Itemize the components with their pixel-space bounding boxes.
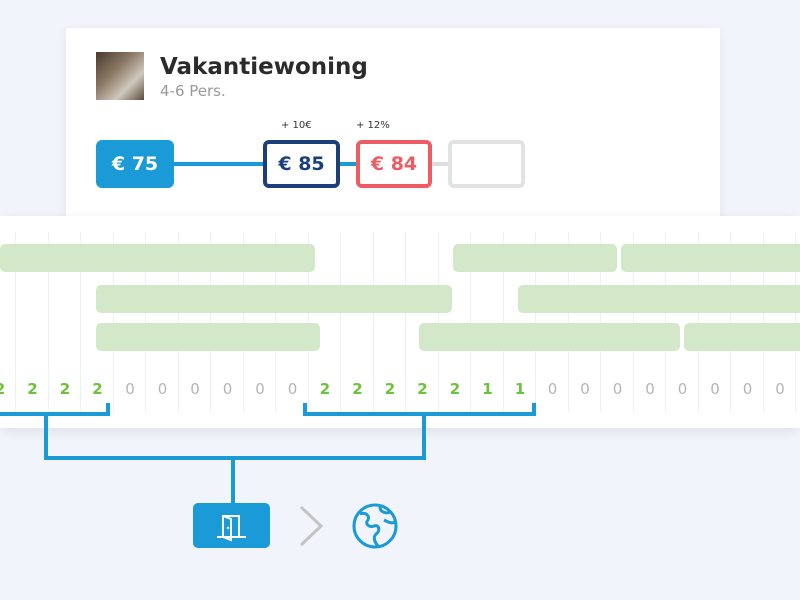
day-column-divider — [535, 232, 536, 412]
modifier-fixed: + 10€ — [281, 120, 312, 131]
day-column-divider — [275, 232, 276, 412]
range-bracket — [0, 412, 110, 416]
day-column-divider — [80, 232, 81, 412]
price-step-percent[interactable]: € 84 — [356, 140, 432, 188]
availability-count: 1 — [514, 380, 526, 398]
availability-count: 0 — [710, 380, 720, 398]
connector — [336, 162, 361, 166]
connector — [426, 162, 451, 166]
range-bracket — [106, 403, 110, 415]
availability-count: 2 — [384, 380, 396, 398]
day-column-divider — [632, 232, 634, 412]
base-price[interactable]: € 75 — [96, 140, 174, 188]
day-column-divider — [730, 232, 731, 412]
connector — [166, 162, 266, 166]
booking-bar[interactable] — [96, 285, 452, 313]
listing-capacity: 4-6 Pers. — [160, 82, 226, 100]
price-step-empty[interactable] — [448, 140, 525, 188]
availability-count: 0 — [742, 380, 753, 398]
availability-count: 2 — [92, 380, 103, 398]
connector — [44, 414, 48, 460]
availability-count: 2 — [59, 380, 71, 398]
day-column-divider — [242, 232, 244, 412]
door-button[interactable] — [193, 503, 270, 548]
availability-count: 0 — [775, 380, 785, 398]
day-column-divider — [600, 232, 601, 412]
day-column-divider — [145, 232, 146, 412]
day-column-divider — [795, 232, 796, 412]
globe-icon[interactable] — [350, 502, 400, 550]
day-column-divider — [762, 232, 764, 412]
connector — [231, 456, 235, 504]
range-bracket — [303, 412, 536, 416]
booking-bar[interactable] — [96, 323, 320, 351]
booking-bar[interactable] — [684, 323, 800, 351]
booking-bar[interactable] — [621, 244, 800, 272]
day-column-divider — [47, 232, 49, 412]
availability-count: 0 — [157, 380, 168, 398]
day-column-divider — [340, 232, 341, 412]
day-column-divider — [567, 232, 569, 412]
chevron-right-icon — [299, 505, 324, 547]
booking-bar[interactable] — [419, 323, 680, 351]
day-column-divider — [502, 232, 504, 412]
availability-count: 0 — [190, 380, 200, 398]
range-bracket — [303, 403, 307, 415]
day-column-divider — [112, 232, 114, 412]
day-column-divider — [15, 232, 16, 412]
day-column-divider — [665, 232, 666, 412]
day-column-divider — [210, 232, 211, 412]
listing-thumbnail — [96, 52, 144, 100]
availability-count: 0 — [125, 380, 135, 398]
price-step-fixed[interactable]: € 85 — [263, 140, 340, 188]
listing-title: Vakantiewoning — [160, 54, 368, 80]
availability-count: 0 — [547, 380, 558, 398]
availability-count: 2 — [27, 380, 38, 398]
day-column-divider — [437, 232, 439, 412]
day-column-divider — [307, 232, 309, 412]
connector — [44, 456, 426, 460]
availability-count: 0 — [645, 380, 655, 398]
availability-count: 2 — [352, 380, 363, 398]
connector — [422, 414, 426, 460]
listing-card: Vakantiewoning 4-6 Pers. € 75 + 10€ € 85… — [66, 28, 720, 218]
availability-count: 2 — [417, 380, 428, 398]
day-column-divider — [470, 232, 471, 412]
day-column-divider — [372, 232, 374, 412]
availability-count: 1 — [482, 380, 493, 398]
booking-bar[interactable] — [453, 244, 617, 272]
availability-count: 0 — [222, 380, 233, 398]
day-column-divider — [405, 232, 406, 412]
booking-bar[interactable] — [518, 285, 800, 313]
modifier-percent: + 12% — [356, 120, 390, 131]
availability-count: 0 — [580, 380, 590, 398]
availability-count: 2 — [449, 380, 461, 398]
day-column-divider — [697, 232, 699, 412]
booking-bar[interactable] — [0, 244, 315, 272]
door-icon — [217, 515, 246, 542]
availability-count: 0 — [612, 380, 623, 398]
day-column-divider — [177, 232, 179, 412]
availability-count: 0 — [677, 380, 688, 398]
availability-count: 0 — [255, 380, 265, 398]
range-bracket — [532, 403, 536, 415]
availability-count: 2 — [319, 380, 331, 398]
availability-count: 2 — [0, 380, 16, 398]
availability-count: 0 — [287, 380, 298, 398]
